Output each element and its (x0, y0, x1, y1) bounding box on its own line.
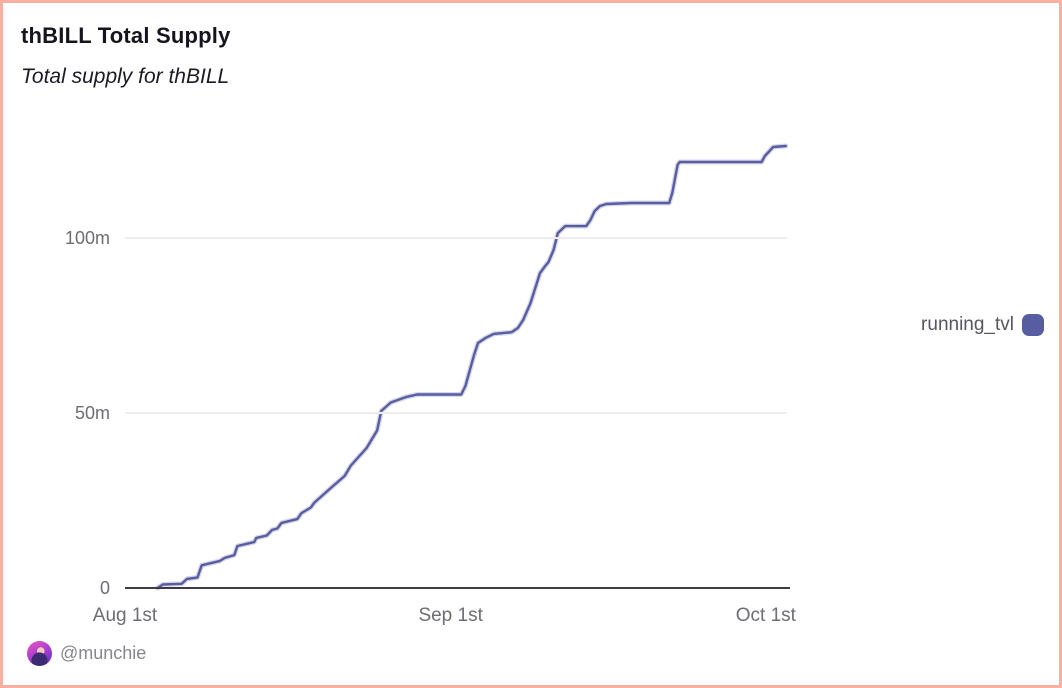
x-tick-label: Oct 1st (735, 605, 796, 626)
x-tick-label: Aug 1st (92, 605, 158, 626)
y-tick-label: 0 (99, 578, 110, 598)
y-gridline-50m (125, 412, 787, 414)
running-tvl-line-series (155, 143, 789, 591)
author-attribution: @munchie (27, 641, 146, 666)
x-tick-label: Sep 1st (418, 605, 483, 626)
x-axis-line (125, 587, 790, 589)
legend-label: running_tvl (921, 314, 1014, 335)
chart-title: thBILL Total Supply (21, 23, 231, 48)
author-handle[interactable]: @munchie (60, 643, 147, 663)
y-tick-label: 50m (74, 403, 110, 423)
chart-subtitle: Total supply for thBILL (21, 65, 230, 88)
legend-swatch-icon (1022, 314, 1044, 336)
y-gridline-100m (125, 237, 787, 239)
y-tick-label: 100m (64, 228, 110, 248)
legend-item-running-tvl[interactable]: running_tvl (921, 314, 1044, 336)
chart-area: 0 50m 100m Aug 1st Sep 1st Oct 1st (3, 3, 1059, 685)
line-main (156, 144, 787, 590)
author-avatar[interactable] (27, 641, 52, 666)
